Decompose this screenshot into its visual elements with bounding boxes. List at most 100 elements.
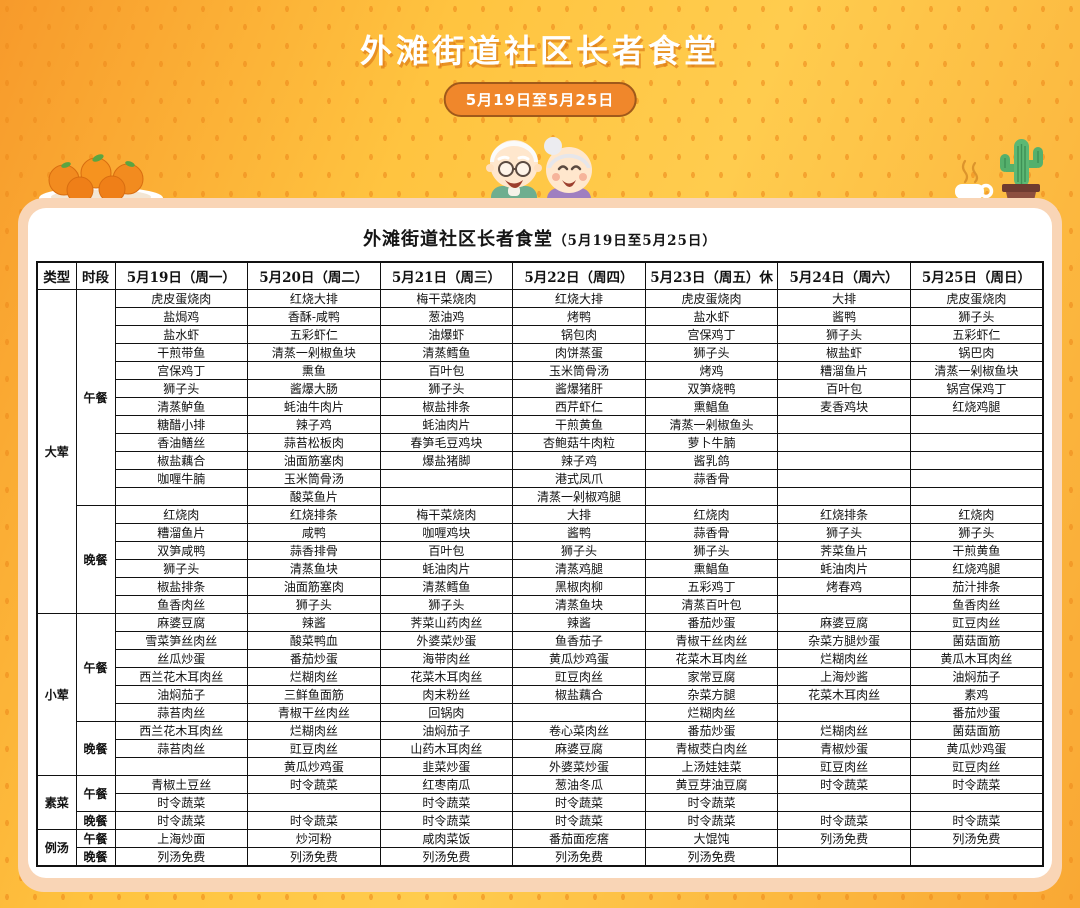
dish-cell: 虎皮蛋烧肉	[114, 288, 249, 308]
dish-cell: 狮子头	[777, 324, 911, 344]
dish-cell: 百叶包	[379, 360, 514, 380]
dish-cell: 菌菇面筋	[909, 630, 1044, 650]
empty-cell	[777, 594, 911, 614]
dish-cell: 黑椒肉柳	[512, 576, 646, 596]
dish-cell: 五彩虾仁	[909, 324, 1044, 344]
dish-cell: 雪菜笋丝肉丝	[114, 630, 249, 650]
dish-cell: 卷心菜肉丝	[512, 720, 646, 740]
dish-cell: 红烧大排	[247, 288, 381, 308]
dish-cell: 港式凤爪	[512, 468, 646, 488]
dish-cell: 糖醋小排	[114, 414, 249, 434]
dish-cell: 双笋咸鸭	[114, 540, 249, 560]
dish-cell: 青椒土豆丝	[114, 774, 249, 794]
menu-row: 晚餐 时令蔬菜 时令蔬菜 时令蔬菜 时令蔬菜 时令蔬菜 时令蔬菜 时令蔬菜	[37, 810, 1044, 830]
dish-cell: 清蒸鱼块	[512, 594, 646, 614]
dish-cell: 时令蔬菜	[114, 792, 249, 812]
menu-row: 黄瓜炒鸡蛋 韭菜炒蛋 外婆菜炒蛋 上汤娃娃菜 豇豆肉丝 豇豆肉丝	[37, 756, 1044, 776]
dish-cell: 椒盐排条	[379, 396, 514, 416]
dish-cell: 番茄炒蛋	[644, 720, 779, 740]
menu-row: 糟溜鱼片 咸鸭 咖喱鸡块 酱鸭 蒜香骨 狮子头 狮子头	[37, 522, 1044, 542]
dish-cell: 大排	[777, 288, 911, 308]
dish-cell: 辣酱	[512, 612, 646, 632]
menu-card: 外滩街道社区长者食堂（5月19日至5月25日） 类型 时段 5月19日（周一） 5月2…	[18, 198, 1062, 892]
dish-cell: 酱爆大肠	[247, 378, 381, 398]
dish-cell: 油焖茄子	[379, 720, 514, 740]
dish-cell: 熏鱼	[247, 360, 381, 380]
menu-row: 时令蔬菜 时令蔬菜 时令蔬菜 时令蔬菜	[37, 792, 1044, 812]
dish-cell: 番茄面疙瘩	[512, 828, 646, 848]
dish-cell: 锅巴肉	[909, 342, 1044, 362]
dish-cell: 时令蔬菜	[512, 810, 646, 830]
dish-cell: 双笋烧鸭	[644, 378, 779, 398]
dish-cell: 玉米筒骨汤	[247, 468, 381, 488]
empty-cell	[909, 486, 1044, 506]
dish-cell: 酱鸭	[512, 522, 646, 542]
dish-cell: 椒盐虾	[777, 342, 911, 362]
dish-cell: 盐水虾	[644, 306, 779, 326]
dish-cell: 麻婆豆腐	[114, 612, 249, 632]
dish-cell: 列汤免费	[777, 828, 911, 848]
dish-cell: 番茄炒蛋	[644, 612, 779, 632]
dish-cell: 糟溜鱼片	[114, 522, 249, 542]
dish-cell: 咖喱鸡块	[379, 522, 514, 542]
meal-period-label: 晚餐	[75, 504, 116, 614]
dish-cell: 青椒干丝肉丝	[644, 630, 779, 650]
dish-cell: 酱爆猪肝	[512, 378, 646, 398]
dish-cell: 蒜苔肉丝	[114, 702, 249, 722]
dish-cell: 青椒茭白肉丝	[644, 738, 779, 758]
dish-cell: 蚝油肉片	[379, 414, 514, 434]
dish-cell: 时令蔬菜	[512, 792, 646, 812]
menu-row: 鱼香肉丝 狮子头 狮子头 清蒸鱼块 清蒸百叶包 鱼香肉丝	[37, 594, 1044, 614]
dish-cell: 家常豆腐	[644, 666, 779, 686]
dish-cell: 列汤免费	[114, 846, 249, 866]
dish-cell: 丝瓜炒蛋	[114, 648, 249, 668]
dish-cell: 茄汁排条	[909, 576, 1044, 596]
dish-cell: 黄瓜木耳肉丝	[909, 648, 1044, 668]
dish-cell: 辣子鸡	[512, 450, 646, 470]
dish-cell: 黄瓜炒鸡蛋	[247, 756, 381, 776]
dish-cell: 狮子头	[909, 522, 1044, 542]
dish-cell: 时令蔬菜	[777, 774, 911, 794]
menu-row: 狮子头 清蒸鱼块 蚝油肉片 清蒸鸡腿 熏鲳鱼 蚝油肉片 红烧鸡腿	[37, 558, 1044, 578]
dish-cell: 狮子头	[379, 594, 514, 614]
meal-period-label: 午餐	[75, 828, 116, 848]
dish-cell: 清蒸一剁椒鸡腿	[512, 486, 646, 506]
dish-cell: 爆盐猪脚	[379, 450, 514, 470]
dish-cell: 酸菜鱼片	[247, 486, 381, 506]
menu-row: 酸菜鱼片 清蒸一剁椒鸡腿	[37, 486, 1044, 506]
dish-cell: 干煎黄鱼	[909, 540, 1044, 560]
empty-cell	[114, 486, 249, 506]
dish-cell: 酱乳鸽	[644, 450, 779, 470]
dish-cell: 外婆菜炒蛋	[379, 630, 514, 650]
dish-cell: 红烧鸡腿	[909, 558, 1044, 578]
dish-cell: 葱油鸡	[379, 306, 514, 326]
dish-cell: 麻婆豆腐	[512, 738, 646, 758]
dish-cell: 香酥-咸鸭	[247, 306, 381, 326]
dish-cell: 盐水虾	[114, 324, 249, 344]
dish-cell: 咖喱牛腩	[114, 468, 249, 488]
dish-cell: 干煎带鱼	[114, 342, 249, 362]
dish-cell: 大馄饨	[644, 828, 779, 848]
dish-cell: 锅包肉	[512, 324, 646, 344]
dish-cell: 锅宫保鸡丁	[909, 378, 1044, 398]
dish-cell: 鱼香肉丝	[909, 594, 1044, 614]
column-header: 5月24日（周六）	[777, 261, 911, 290]
dish-cell: 狮子头	[512, 540, 646, 560]
dish-cell: 熏鲳鱼	[644, 396, 779, 416]
dish-cell: 干煎黄鱼	[512, 414, 646, 434]
dish-cell: 时令蔬菜	[114, 810, 249, 830]
menu-row: 干煎带鱼 清蒸一剁椒鱼块 清蒸鳕鱼 肉饼蒸蛋 狮子头 椒盐虾 锅巴肉	[37, 342, 1044, 362]
dish-cell: 青椒干丝肉丝	[247, 702, 381, 722]
menu-row: 大荤 午餐 虎皮蛋烧肉 红烧大排 梅干菜烧肉 红烧大排 虎皮蛋烧肉 大排 虎皮蛋烧肉	[36, 288, 1044, 614]
dish-cell: 清蒸百叶包	[644, 594, 779, 614]
dish-cell: 肉末粉丝	[379, 684, 514, 704]
menu-row: 双笋咸鸭 蒜香排骨 百叶包 狮子头 狮子头 荠菜鱼片 干煎黄鱼	[37, 540, 1044, 560]
dish-cell: 番茄炒蛋	[909, 702, 1044, 722]
dish-cell: 盐焗鸡	[114, 306, 249, 326]
menu-row: 晚餐 红烧肉 红烧排条 梅干菜烧肉 大排 红烧肉 红烧排条 红烧肉	[37, 504, 1044, 614]
dish-cell: 西兰花木耳肉丝	[114, 666, 249, 686]
dish-cell: 列汤免费	[644, 846, 779, 866]
dish-cell: 上海炒酱	[777, 666, 911, 686]
dish-cell: 狮子头	[247, 594, 381, 614]
dish-cell: 时令蔬菜	[247, 810, 381, 830]
